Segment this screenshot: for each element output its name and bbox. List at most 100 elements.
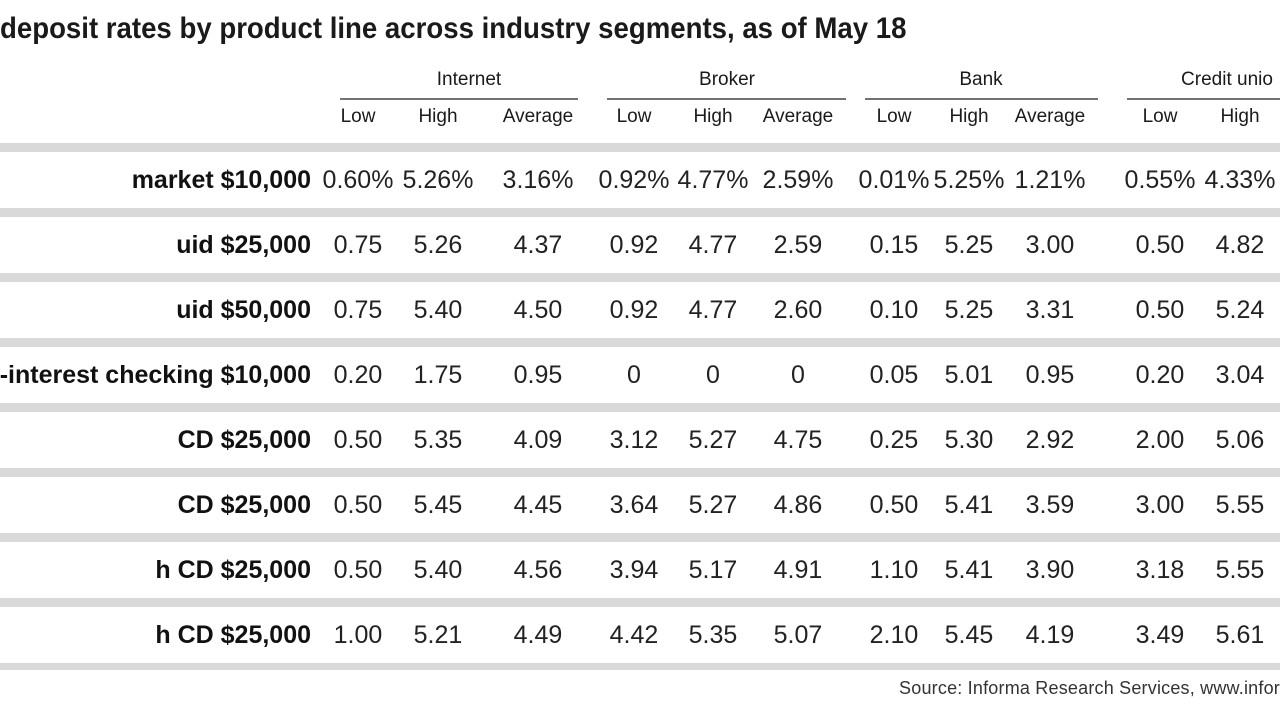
cell-r6-c2: 4.56 — [514, 556, 563, 584]
row-stripe-0 — [0, 143, 1280, 152]
group-header-0: Internet — [437, 69, 502, 90]
cell-r5-c7: 5.41 — [945, 491, 994, 519]
cell-r3-c2: 0.95 — [514, 361, 563, 389]
column-header-2: Average — [503, 106, 573, 127]
cell-r5-c6: 0.50 — [870, 491, 919, 519]
cell-r3-c0: 0.20 — [334, 361, 383, 389]
cell-r7-c8: 4.19 — [1026, 621, 1075, 649]
row-stripe-1 — [0, 208, 1280, 217]
row-label-6: h CD $25,000 — [155, 556, 311, 584]
cell-r2-c4: 4.77 — [689, 296, 738, 324]
column-header-1: High — [418, 106, 457, 127]
row-label-1: uid $25,000 — [176, 231, 311, 259]
cell-r0-c1: 5.26% — [403, 166, 474, 194]
cell-r0-c7: 5.25% — [934, 166, 1005, 194]
cell-r4-c7: 5.30 — [945, 426, 994, 454]
cell-r7-c9: 3.49 — [1136, 621, 1185, 649]
cell-r5-c10: 5.55 — [1216, 491, 1265, 519]
cell-r7-c3: 4.42 — [610, 621, 659, 649]
row-stripe-4 — [0, 403, 1280, 412]
cell-r2-c5: 2.60 — [774, 296, 823, 324]
cell-r1-c1: 5.26 — [414, 231, 463, 259]
cell-r7-c5: 5.07 — [774, 621, 823, 649]
cell-r1-c5: 2.59 — [774, 231, 823, 259]
cell-r5-c0: 0.50 — [334, 491, 383, 519]
row-label-5: CD $25,000 — [178, 491, 311, 519]
cell-r6-c7: 5.41 — [945, 556, 994, 584]
column-header-6: Low — [877, 106, 912, 127]
cell-r2-c6: 0.10 — [870, 296, 919, 324]
cell-r6-c3: 3.94 — [610, 556, 659, 584]
cell-r5-c9: 3.00 — [1136, 491, 1185, 519]
cell-r5-c2: 4.45 — [514, 491, 563, 519]
cell-r6-c4: 5.17 — [689, 556, 738, 584]
cell-r0-c4: 4.77% — [678, 166, 749, 194]
cell-r3-c3: 0 — [627, 361, 641, 389]
row-label-7: h CD $25,000 — [155, 621, 311, 649]
cell-r4-c9: 2.00 — [1136, 426, 1185, 454]
cell-r5-c5: 4.86 — [774, 491, 823, 519]
cell-r7-c1: 5.21 — [414, 621, 463, 649]
cell-r0-c9: 0.55% — [1125, 166, 1196, 194]
row-label-3: h-interest checking $10,000 — [0, 361, 311, 389]
group-header-3: Credit unio — [1181, 69, 1273, 90]
column-header-5: Average — [763, 106, 833, 127]
cell-r2-c9: 0.50 — [1136, 296, 1185, 324]
cell-r1-c6: 0.15 — [870, 231, 919, 259]
cell-r7-c7: 5.45 — [945, 621, 994, 649]
cell-r5-c8: 3.59 — [1026, 491, 1075, 519]
cell-r5-c4: 5.27 — [689, 491, 738, 519]
cell-r7-c2: 4.49 — [514, 621, 563, 649]
cell-r0-c5: 2.59% — [763, 166, 834, 194]
cell-r7-c6: 2.10 — [870, 621, 919, 649]
cell-r1-c7: 5.25 — [945, 231, 994, 259]
cell-r6-c10: 5.55 — [1216, 556, 1265, 584]
cell-r6-c8: 3.90 — [1026, 556, 1075, 584]
cell-r2-c3: 0.92 — [610, 296, 659, 324]
column-header-8: Average — [1015, 106, 1085, 127]
row-label-0: market $10,000 — [132, 166, 311, 194]
source-note: Source: Informa Research Services, www.i… — [899, 678, 1280, 698]
cell-r3-c9: 0.20 — [1136, 361, 1185, 389]
cell-r0-c3: 0.92% — [599, 166, 670, 194]
column-header-9: Low — [1143, 106, 1178, 127]
cell-r4-c6: 0.25 — [870, 426, 919, 454]
cell-r6-c5: 4.91 — [774, 556, 823, 584]
rates-table: Internet Low High Average Broker Low High Avera… — [0, 69, 1280, 670]
cell-r4-c1: 5.35 — [414, 426, 463, 454]
row-stripe-8 — [0, 663, 1280, 670]
cell-r0-c8: 1.21% — [1015, 166, 1086, 194]
cell-r6-c6: 1.10 — [870, 556, 919, 584]
cell-r2-c7: 5.25 — [945, 296, 994, 324]
row-stripe-2 — [0, 273, 1280, 282]
cell-r7-c0: 1.00 — [334, 621, 383, 649]
cell-r1-c0: 0.75 — [334, 231, 383, 259]
column-header-3: Low — [617, 106, 652, 127]
column-header-0: Low — [341, 106, 376, 127]
cell-r5-c1: 5.45 — [414, 491, 463, 519]
cell-r3-c8: 0.95 — [1026, 361, 1075, 389]
cell-r4-c8: 2.92 — [1026, 426, 1075, 454]
cell-r3-c7: 5.01 — [945, 361, 994, 389]
cell-r6-c0: 0.50 — [334, 556, 383, 584]
cell-r1-c2: 4.37 — [514, 231, 563, 259]
row-stripe-5 — [0, 468, 1280, 477]
row-label-4: CD $25,000 — [178, 426, 311, 454]
cell-r1-c9: 0.50 — [1136, 231, 1185, 259]
cell-r1-c3: 0.92 — [610, 231, 659, 259]
cell-r6-c1: 5.40 — [414, 556, 463, 584]
chart-title: deposit rates by product line across ind… — [0, 12, 907, 45]
cell-r7-c4: 5.35 — [689, 621, 738, 649]
cell-r2-c10: 5.24 — [1216, 296, 1265, 324]
row-label-2: uid $50,000 — [176, 296, 311, 324]
group-header-1: Broker — [699, 69, 756, 90]
group-header-2: Bank — [959, 69, 1003, 90]
cell-r2-c2: 4.50 — [514, 296, 563, 324]
cell-r2-c1: 5.40 — [414, 296, 463, 324]
cell-r4-c10: 5.06 — [1216, 426, 1265, 454]
cell-r4-c5: 4.75 — [774, 426, 823, 454]
cell-r7-c10: 5.61 — [1216, 621, 1265, 649]
cell-r4-c3: 3.12 — [610, 426, 659, 454]
row-stripe-7 — [0, 598, 1280, 607]
cell-r2-c8: 3.31 — [1026, 296, 1075, 324]
